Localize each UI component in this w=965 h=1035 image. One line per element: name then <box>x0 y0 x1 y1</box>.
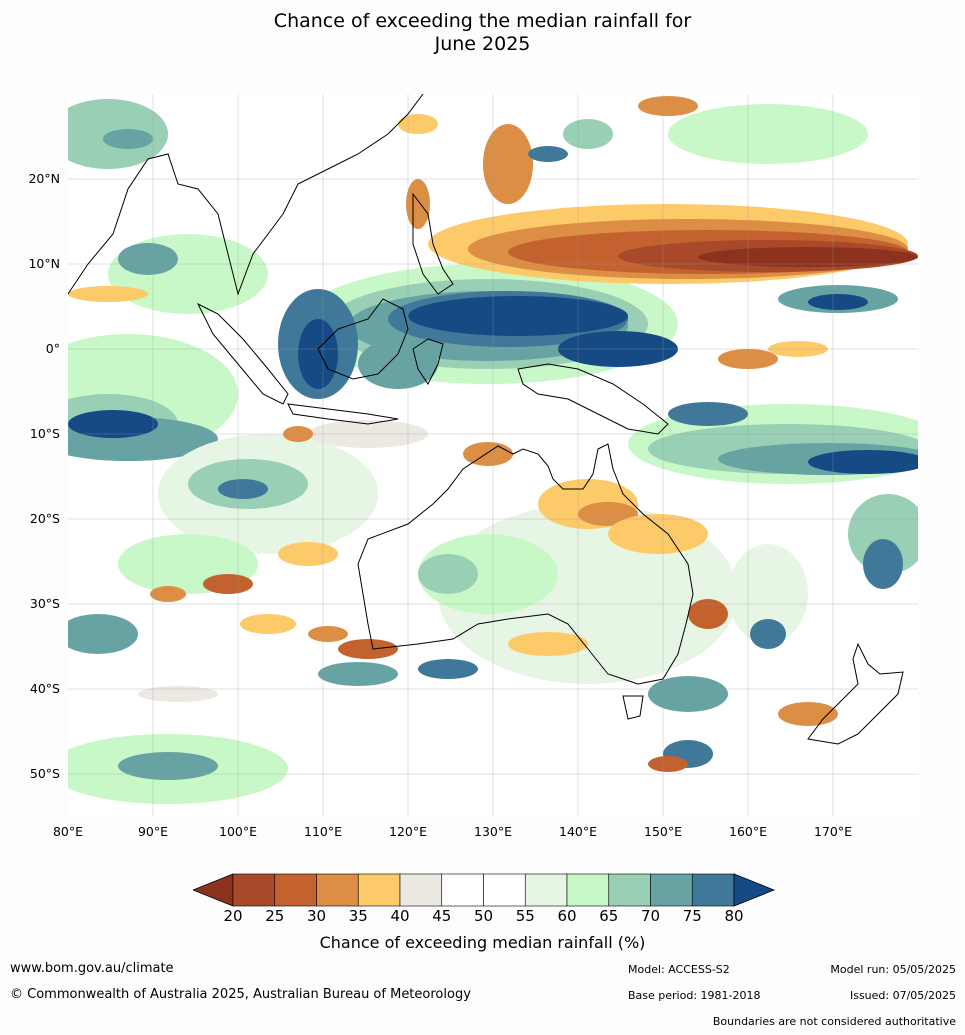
sumatra-coast <box>196 302 289 405</box>
lat-label-20s: 20°S <box>29 511 60 526</box>
philippines-coast <box>412 192 454 295</box>
colorbar-tick-label: 45 <box>432 907 452 925</box>
lon-label-160e: 160°E <box>728 824 768 839</box>
asia-coast <box>68 94 424 296</box>
colorbar-tick-label: 75 <box>682 907 702 925</box>
colorbar-tick-label: 30 <box>306 907 327 925</box>
map-svg <box>68 94 918 816</box>
disclaimer-text: Boundaries are not considered authoritat… <box>712 1015 956 1028</box>
borneo-coast <box>317 298 409 380</box>
lat-label-30s: 30°S <box>29 596 60 611</box>
colorbar-tick-label: 50 <box>473 907 494 925</box>
coastlines <box>68 94 904 745</box>
lat-label-10s: 10°S <box>29 426 60 441</box>
base-period-text: Base period: 1981-2018 <box>628 989 761 1002</box>
lon-label-80e: 80°E <box>52 824 84 839</box>
colorbar-cell <box>232 873 276 907</box>
colorbar-cell <box>399 873 443 907</box>
colorbar-tick-label: 20 <box>223 907 243 925</box>
website-link[interactable]: www.bom.gov.au/climate <box>10 961 174 976</box>
issued-text: Issued: 07/05/2025 <box>849 989 956 1002</box>
lon-label-100e: 100°E <box>218 824 258 839</box>
colorbar-cell <box>524 873 568 907</box>
colorbar-tick-label: 55 <box>515 907 535 925</box>
colorbar-cell <box>650 873 693 907</box>
colorbar-tick-label: 70 <box>640 907 661 925</box>
map-title: Chance of exceeding the median rainfall … <box>0 10 965 56</box>
copyright-text: © Commonwealth of Australia 2025, Austra… <box>10 987 471 1002</box>
sulawesi-coast <box>412 338 444 385</box>
colorbar-tick-label: 40 <box>390 907 410 925</box>
colorbar-tick-label: 60 <box>557 907 577 925</box>
lat-label-20n: 20°N <box>28 171 60 186</box>
lat-label-10n: 10°N <box>28 256 60 271</box>
colorbar-cell <box>316 873 359 907</box>
colorbar-cells <box>193 873 775 907</box>
lon-label-140e: 140°E <box>558 824 598 839</box>
lat-label-40s: 40°S <box>29 681 60 696</box>
colorbar-min-arrow <box>193 873 234 907</box>
colorbar-cell <box>691 873 735 907</box>
java-coast <box>287 403 399 425</box>
lon-label-120e: 120°E <box>388 824 428 839</box>
graticule <box>68 94 918 816</box>
colorbar-cell <box>608 873 651 907</box>
australia-coast <box>357 443 694 685</box>
lat-label-0: 0° <box>45 341 60 356</box>
colorbar-title: Chance of exceeding median rainfall (%) <box>319 933 646 952</box>
colorbar-tick-label: 35 <box>348 907 368 925</box>
lon-label-110e: 110°E <box>303 824 343 839</box>
colorbar-max-arrow <box>733 873 775 907</box>
model-text: Model: ACCESS-S2 <box>628 963 730 976</box>
title-line-1: Chance of exceeding the median rainfall … <box>273 10 692 32</box>
lon-label-150e: 150°E <box>643 824 683 839</box>
lon-label-170e: 170°E <box>813 824 853 839</box>
colorbar-tick-label: 65 <box>599 907 619 925</box>
colorbar-cell <box>357 873 401 907</box>
lat-label-50s: 50°S <box>29 766 60 781</box>
colorbar-cell <box>483 873 526 907</box>
lon-label-90e: 90°E <box>137 824 169 839</box>
new-guinea-coast <box>517 363 669 435</box>
colorbar-cell <box>274 873 317 907</box>
new-zealand-coast <box>807 642 904 745</box>
colorbar-cell <box>441 873 484 907</box>
tasmania-coast <box>622 695 644 720</box>
colorbar-tick-label: 25 <box>265 907 285 925</box>
title-line-2: June 2025 <box>434 33 531 55</box>
lon-label-130e: 130°E <box>473 824 513 839</box>
model-run-text: Model run: 05/05/2025 <box>830 963 956 976</box>
colorbar-tick-label: 80 <box>724 907 744 925</box>
colorbar-cell <box>566 873 610 907</box>
colorbar <box>193 873 775 907</box>
rainfall-map <box>68 94 918 816</box>
